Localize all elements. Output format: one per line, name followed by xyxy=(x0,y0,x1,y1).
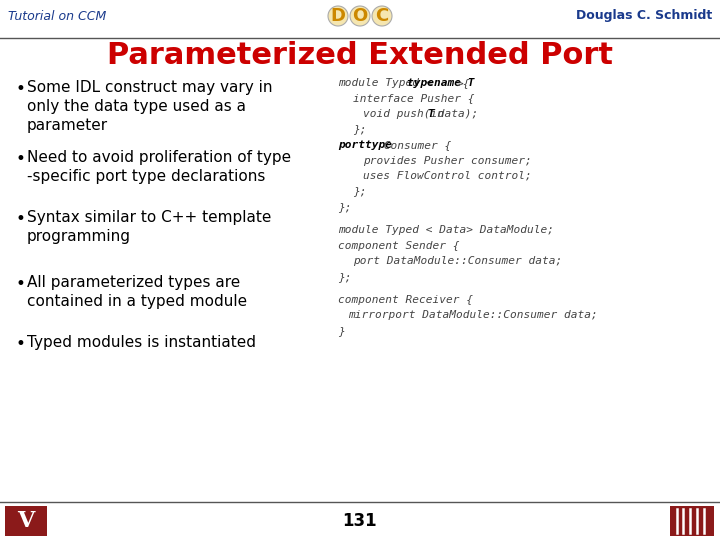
Bar xyxy=(5,506,47,536)
Text: porttype: porttype xyxy=(338,140,392,150)
Text: uses FlowControl control;: uses FlowControl control; xyxy=(363,171,531,181)
Text: mirrorport DataModule::Consumer data;: mirrorport DataModule::Consumer data; xyxy=(348,310,598,321)
Text: };: }; xyxy=(353,186,366,197)
Text: Consumer {: Consumer { xyxy=(377,140,451,150)
Text: O: O xyxy=(352,7,368,25)
Text: C: C xyxy=(375,7,389,25)
Text: •: • xyxy=(15,335,25,353)
Text: };: }; xyxy=(338,202,351,212)
Text: •: • xyxy=(15,210,25,228)
Text: Tutorial on CCM: Tutorial on CCM xyxy=(8,10,107,23)
Text: Douglas C. Schmidt: Douglas C. Schmidt xyxy=(576,10,712,23)
Text: interface Pusher {: interface Pusher { xyxy=(353,93,474,104)
Text: Need to avoid proliferation of type
-specific port type declarations: Need to avoid proliferation of type -spe… xyxy=(27,150,291,184)
Text: };: }; xyxy=(338,272,351,282)
Circle shape xyxy=(350,6,370,26)
Text: Syntax similar to C++ template
programming: Syntax similar to C++ template programmi… xyxy=(27,210,271,244)
Text: Parameterized Extended Port: Parameterized Extended Port xyxy=(107,42,613,71)
Text: •: • xyxy=(15,150,25,168)
Text: Typed modules is instantiated: Typed modules is instantiated xyxy=(27,335,256,350)
Text: >{: >{ xyxy=(456,78,469,88)
Text: }: } xyxy=(338,326,345,336)
Text: •: • xyxy=(15,80,25,98)
Text: typename T: typename T xyxy=(407,78,474,88)
Text: module Typed < Data> DataModule;: module Typed < Data> DataModule; xyxy=(338,225,554,235)
Text: D: D xyxy=(330,7,346,25)
Text: component Receiver {: component Receiver { xyxy=(338,295,473,305)
Bar xyxy=(670,506,714,536)
Text: 131: 131 xyxy=(343,512,377,530)
Text: port DataModule::Consumer data;: port DataModule::Consumer data; xyxy=(353,256,562,266)
Circle shape xyxy=(328,6,348,26)
Text: data);: data); xyxy=(431,109,479,119)
Circle shape xyxy=(372,6,392,26)
Text: •: • xyxy=(15,275,25,293)
Text: component Sender {: component Sender { xyxy=(338,241,459,251)
Text: };: }; xyxy=(353,125,366,134)
Text: provides Pusher consumer;: provides Pusher consumer; xyxy=(363,156,531,165)
Text: module Typed <: module Typed < xyxy=(338,78,433,88)
Text: void push(in: void push(in xyxy=(363,109,450,119)
Text: V: V xyxy=(17,510,35,532)
Text: Some IDL construct may vary in
only the data type used as a
parameter: Some IDL construct may vary in only the … xyxy=(27,80,272,133)
Text: All parameterized types are
contained in a typed module: All parameterized types are contained in… xyxy=(27,275,247,309)
Text: T: T xyxy=(426,109,433,119)
